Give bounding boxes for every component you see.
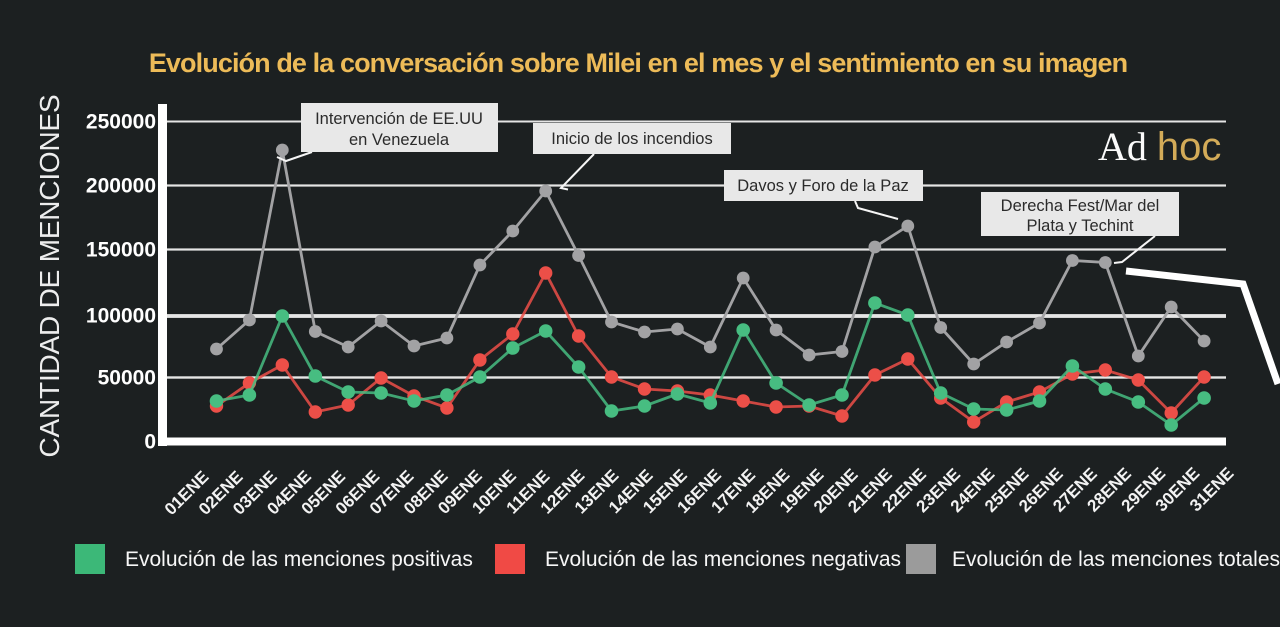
svg-text:200000: 200000 bbox=[86, 175, 156, 198]
svg-text:Ad hoc: Ad hoc bbox=[1098, 124, 1221, 169]
svg-text:Davos y Foro de la Paz: Davos y Foro de la Paz bbox=[737, 177, 909, 195]
svg-text:Evolución de las menciones pos: Evolución de las menciones positivas bbox=[125, 548, 473, 571]
svg-text:Inicio de los incendios: Inicio de los incendios bbox=[551, 130, 712, 148]
svg-text:CANTIDAD DE MENCIONES: CANTIDAD DE MENCIONES bbox=[34, 95, 65, 458]
svg-text:Intervención de EE.UU: Intervención de EE.UU bbox=[315, 110, 483, 128]
svg-text:250000: 250000 bbox=[86, 111, 156, 134]
svg-text:Derecha Fest/Mar del: Derecha Fest/Mar del bbox=[1001, 197, 1160, 215]
svg-text:Evolución de las menciones tot: Evolución de las menciones totales bbox=[952, 548, 1280, 571]
svg-text:0: 0 bbox=[144, 431, 156, 454]
svg-text:Evolución de la conversación s: Evolución de la conversación sobre Milei… bbox=[149, 48, 1127, 78]
svg-text:Evolución de las menciones neg: Evolución de las menciones negativas bbox=[545, 548, 901, 571]
svg-text:150000: 150000 bbox=[86, 239, 156, 262]
svg-text:Plata y Techint: Plata y Techint bbox=[1026, 217, 1133, 235]
svg-text:50000: 50000 bbox=[98, 367, 156, 390]
svg-text:100000: 100000 bbox=[86, 305, 156, 328]
svg-text:en Venezuela: en Venezuela bbox=[349, 131, 450, 149]
